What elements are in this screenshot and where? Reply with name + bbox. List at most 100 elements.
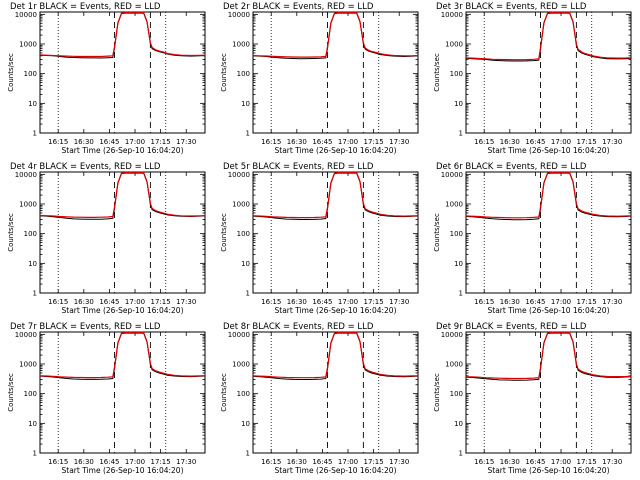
x-tick-label: 17:00 — [125, 138, 145, 146]
lld-series-line — [39, 331, 206, 379]
y-tick-label: 1 — [33, 130, 37, 138]
x-tick-label: 16:45 — [312, 458, 332, 466]
y-tick-label: 100 — [24, 390, 37, 398]
y-axis-label: Counts/sec — [433, 53, 441, 92]
y-tick-label: 10 — [454, 260, 463, 268]
x-tick-label: 17:30 — [389, 298, 409, 306]
x-tick-label: 17:15 — [577, 298, 597, 306]
plot-frame — [465, 171, 632, 294]
x-tick-label: 17:00 — [338, 138, 358, 146]
y-tick-label: 1 — [33, 290, 37, 298]
lld-series-line — [252, 331, 419, 379]
y-tick-label: 1 — [459, 130, 463, 138]
y-tick-label: 100 — [450, 390, 463, 398]
panel-title: Det 4r BLACK = Events, RED = LLD — [10, 162, 161, 172]
y-tick-label: 10000 — [228, 331, 250, 339]
y-tick-label: 1 — [246, 290, 250, 298]
y-axis-label: Counts/sec — [7, 213, 15, 252]
y-tick-label: 100 — [24, 70, 37, 78]
y-axis-label: Counts/sec — [433, 373, 441, 412]
x-tick-label: 17:30 — [602, 458, 622, 466]
x-tick-label: 17:30 — [389, 458, 409, 466]
x-tick-label: 16:45 — [99, 458, 119, 466]
y-tick-label: 1000 — [445, 41, 463, 49]
events-series-line — [252, 332, 419, 380]
x-tick-label: 17:00 — [125, 458, 145, 466]
plot-frame — [39, 11, 206, 134]
lld-series-line — [252, 11, 419, 58]
x-tick-label: 17:15 — [364, 138, 384, 146]
x-tick-label: 17:30 — [389, 138, 409, 146]
plot-frame — [252, 171, 419, 294]
x-axis-label: Start Time (26-Sep-10 16:04:20) — [62, 146, 184, 155]
x-axis-label: Start Time (26-Sep-10 16:04:20) — [488, 306, 610, 315]
events-series-line — [465, 12, 632, 62]
y-tick-label: 1000 — [445, 361, 463, 369]
lld-series-line — [252, 171, 419, 219]
events-series-line — [465, 332, 632, 381]
y-tick-label: 1 — [459, 290, 463, 298]
y-tick-label: 10 — [28, 260, 37, 268]
x-tick-label: 16:30 — [74, 458, 94, 466]
y-tick-label: 10 — [241, 100, 250, 108]
x-tick-label: 16:15 — [261, 138, 281, 146]
panel-title: Det 7r BLACK = Events, RED = LLD — [10, 322, 161, 332]
y-tick-label: 100 — [450, 230, 463, 238]
y-tick-label: 10000 — [441, 331, 463, 339]
x-tick-label: 17:30 — [176, 298, 196, 306]
x-tick-label: 16:30 — [500, 138, 520, 146]
x-axis-label: Start Time (26-Sep-10 16:04:20) — [488, 466, 610, 475]
x-tick-label: 16:15 — [48, 298, 68, 306]
x-tick-label: 16:45 — [525, 298, 545, 306]
detector-panel-6: Det 6r BLACK = Events, RED = LLD 1 10 100 10… — [433, 162, 632, 315]
lld-series-line — [39, 171, 206, 218]
x-axis-label: Start Time (26-Sep-10 16:04:20) — [62, 466, 184, 475]
x-tick-label: 17:15 — [151, 298, 171, 306]
x-tick-label: 17:00 — [551, 298, 571, 306]
x-tick-label: 17:15 — [364, 298, 384, 306]
y-tick-label: 100 — [237, 230, 250, 238]
panel-title: Det 9r BLACK = Events, RED = LLD — [436, 322, 587, 332]
y-tick-label: 10000 — [15, 331, 37, 339]
detector-panel-1: Det 1r BLACK = Events, RED = LLD 1 10 100 10… — [7, 2, 206, 155]
y-tick-label: 100 — [237, 70, 250, 78]
detector-panel-8: Det 8r BLACK = Events, RED = LLD 1 10 100 10… — [220, 322, 419, 475]
y-axis-label: Counts/sec — [433, 213, 441, 252]
panel-title: Det 1r BLACK = Events, RED = LLD — [10, 2, 161, 12]
y-axis-label: Counts/sec — [220, 213, 228, 252]
detector-panel-4: Det 4r BLACK = Events, RED = LLD 1 10 100 10… — [7, 162, 206, 315]
y-tick-label: 10000 — [441, 171, 463, 179]
events-series-line — [39, 12, 206, 59]
x-tick-label: 16:30 — [287, 458, 307, 466]
detector-panel-7: Det 7r BLACK = Events, RED = LLD 1 10 100 10… — [7, 322, 206, 475]
x-tick-label: 17:30 — [176, 458, 196, 466]
plot-frame — [252, 331, 419, 454]
y-tick-label: 10 — [241, 260, 250, 268]
y-tick-label: 10000 — [15, 171, 37, 179]
panel-title: Det 2r BLACK = Events, RED = LLD — [223, 2, 374, 12]
y-tick-label: 1000 — [232, 41, 250, 49]
detector-panel-2: Det 2r BLACK = Events, RED = LLD 1 10 100 10… — [220, 2, 419, 155]
y-tick-label: 100 — [450, 70, 463, 78]
x-axis-label: Start Time (26-Sep-10 16:04:20) — [62, 306, 184, 315]
detector-panel-9: Det 9r BLACK = Events, RED = LLD 1 10 100 10… — [433, 322, 632, 475]
x-axis-label: Start Time (26-Sep-10 16:04:20) — [275, 306, 397, 315]
detector-panel-5: Det 5r BLACK = Events, RED = LLD 1 10 100 10… — [220, 162, 419, 315]
x-tick-label: 17:15 — [364, 458, 384, 466]
panel-title: Det 8r BLACK = Events, RED = LLD — [223, 322, 374, 332]
x-tick-label: 16:15 — [474, 138, 494, 146]
x-tick-label: 16:30 — [287, 298, 307, 306]
x-tick-label: 17:15 — [577, 138, 597, 146]
panel-title: Det 5r BLACK = Events, RED = LLD — [223, 162, 374, 172]
x-tick-label: 16:45 — [312, 298, 332, 306]
y-tick-label: 1 — [246, 450, 250, 458]
panel-title: Det 6r BLACK = Events, RED = LLD — [436, 162, 587, 172]
y-axis-label: Counts/sec — [220, 373, 228, 412]
y-tick-label: 10000 — [228, 11, 250, 19]
lld-series-line — [465, 171, 632, 219]
x-tick-label: 16:45 — [99, 298, 119, 306]
y-tick-label: 10 — [454, 420, 463, 428]
plot-frame — [39, 331, 206, 454]
y-tick-label: 10 — [241, 420, 250, 428]
x-tick-label: 16:15 — [474, 458, 494, 466]
